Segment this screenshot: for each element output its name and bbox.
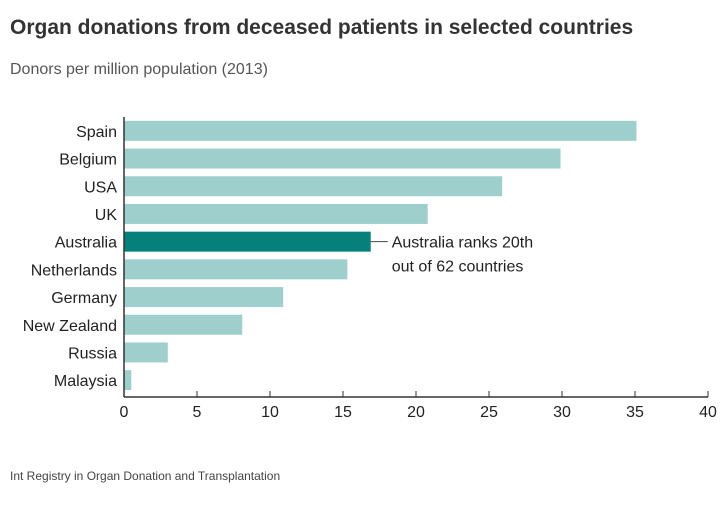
bar-uk xyxy=(124,203,428,224)
category-label-uk: UK xyxy=(95,207,118,224)
bar-russia xyxy=(124,342,168,363)
x-tick-label-35: 35 xyxy=(626,404,644,421)
category-label-netherlands: Netherlands xyxy=(31,262,117,279)
bar-germany xyxy=(124,287,284,308)
annotation-text-line-2: out of 62 countries xyxy=(392,259,524,276)
source-note: Int Registry in Organ Donation and Trans… xyxy=(10,469,281,483)
annotation: Australia ranks 20th out of 62 countries xyxy=(370,235,533,276)
chart-subtitle: Donors per million population (2013) xyxy=(10,61,268,78)
x-tick-label-15: 15 xyxy=(334,404,352,421)
category-label-russia: Russia xyxy=(68,345,117,362)
category-label-malaysia: Malaysia xyxy=(54,373,117,390)
bar-australia xyxy=(124,231,371,252)
bars-group xyxy=(124,120,637,391)
bar-spain xyxy=(124,120,637,141)
category-label-new-zealand: New Zealand xyxy=(23,318,117,335)
x-tick-label-10: 10 xyxy=(261,404,279,421)
category-label-spain: Spain xyxy=(76,124,117,141)
x-tick-label-40: 40 xyxy=(699,404,717,421)
x-tick-label-5: 5 xyxy=(193,404,202,421)
bar-usa xyxy=(124,176,503,197)
bar-netherlands xyxy=(124,259,348,280)
bar-belgium xyxy=(124,148,561,169)
category-labels: Spain Belgium USA UK Australia Netherlands Ger… xyxy=(23,124,118,390)
category-label-australia: Australia xyxy=(55,235,117,252)
category-label-germany: Germany xyxy=(51,290,117,307)
axes xyxy=(123,117,709,398)
chart-title: Organ donations from deceased patients i… xyxy=(10,16,634,39)
annotation-text-line-1: Australia ranks 20th xyxy=(392,235,533,252)
bar-chart: Spain Belgium USA UK Australia Netherlands Ger… xyxy=(23,117,717,421)
x-tick-labels: 0 5 10 15 20 25 30 35 40 xyxy=(120,404,717,421)
category-label-belgium: Belgium xyxy=(59,152,117,169)
x-tick-label-25: 25 xyxy=(480,404,498,421)
x-tick-label-20: 20 xyxy=(407,404,425,421)
x-tick-label-30: 30 xyxy=(553,404,571,421)
bar-new-zealand xyxy=(124,314,243,335)
category-label-usa: USA xyxy=(84,179,117,196)
bar-malaysia xyxy=(124,370,132,391)
x-tick-label-0: 0 xyxy=(120,404,129,421)
